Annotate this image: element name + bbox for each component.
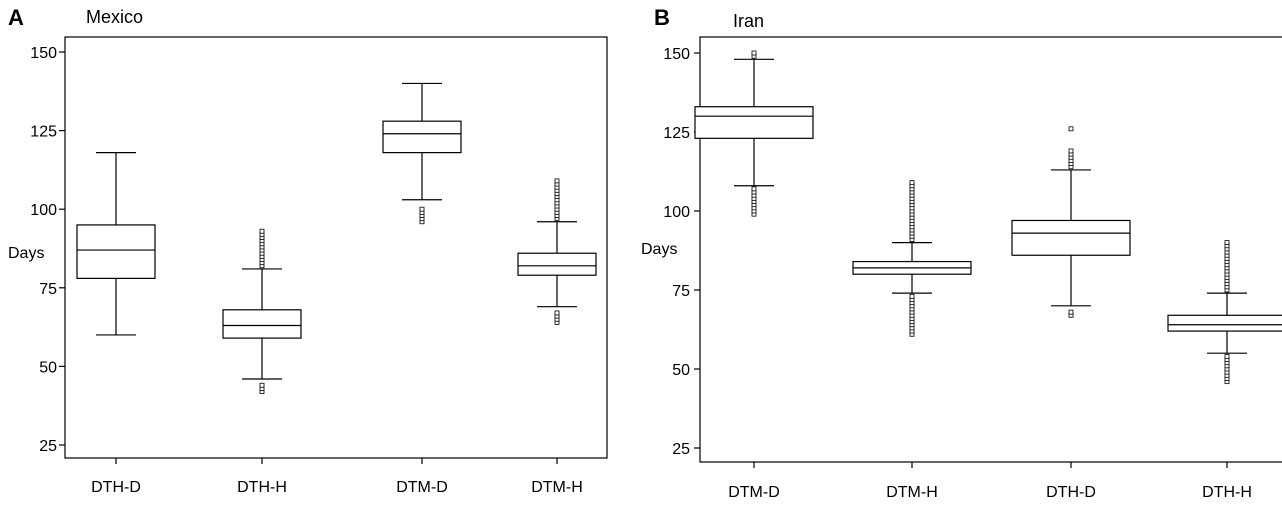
outlier-point	[751, 50, 757, 56]
outlier-point	[1224, 240, 1230, 246]
panel-b-y-tick-label: 150	[663, 46, 690, 63]
iqr-box	[222, 309, 302, 339]
panel-a-x-tick-label: DTH-D	[91, 479, 141, 496]
panel-a-y-tick-label: 75	[39, 281, 57, 298]
panel-a-box-dth-d: DTH-D	[76, 152, 156, 496]
outlier-point	[1068, 126, 1074, 132]
outlier-point	[259, 228, 265, 234]
panel-a-y-tick-label: 150	[30, 45, 57, 62]
panel-a-marks: 25 50 75 100 125 150 DTH-D DTH-H DTM-D DTM-H	[30, 45, 597, 496]
iqr-box	[517, 252, 597, 276]
outlier-point	[1068, 309, 1074, 315]
outlier-point	[554, 178, 560, 184]
panel-b-y-axis-label: Days	[641, 241, 677, 258]
panel-b-x-tick-label: DTH-H	[1202, 484, 1252, 501]
panel-b-box-dtm-d: DTM-D	[694, 50, 814, 501]
panel-b-x-tick-label: DTM-D	[728, 484, 780, 501]
panel-b-y-tick-label: 75	[672, 283, 690, 300]
panel-b-plot-frame	[699, 36, 1282, 463]
outlier-point	[259, 382, 265, 388]
panel-a-box-dtm-h: DTM-H	[517, 178, 597, 496]
outlier-point	[1224, 353, 1230, 359]
panel-a-box-dtm-d: DTM-D	[382, 82, 462, 496]
panel-b-box-dtm-h: DTM-H	[852, 180, 972, 501]
panel-a-y-tick-label: 100	[30, 202, 57, 219]
iqr-box	[1167, 314, 1282, 332]
panel-b-title: Iran	[733, 11, 764, 31]
panel-b-box-dth-d: DTH-D	[1011, 126, 1131, 501]
panel-b-y-tick-label: 100	[663, 204, 690, 221]
outlier-point	[554, 310, 560, 316]
panel-a: A Mexico Days 25 50 75 100 125 150 DTH-D DTH-H D…	[8, 5, 608, 496]
iqr-box	[1011, 219, 1131, 256]
outlier-point	[909, 180, 915, 185]
iqr-box	[694, 106, 814, 139]
panel-a-y-tick-label: 125	[30, 124, 57, 141]
panel-a-title: Mexico	[86, 7, 143, 27]
outlier-point	[419, 206, 425, 212]
panel-b: B Iran Days 25 50 75 100 125 150 DTM-D DTM-H DTH…	[641, 5, 1282, 501]
outlier-point	[751, 186, 757, 192]
iqr-box	[76, 224, 156, 279]
outlier-point	[909, 293, 915, 299]
panel-a-x-tick-label: DTM-H	[531, 479, 583, 496]
panel-b-box-dth-h: DTH-H	[1167, 240, 1282, 501]
panel-a-y-tick-label: 50	[39, 359, 57, 376]
panel-a-plot-frame	[64, 36, 608, 459]
panel-b-letter: B	[654, 5, 670, 30]
panel-b-y-tick-label: 25	[672, 441, 690, 458]
panel-b-marks: 25 50 75 100 125 150 DTM-D DTM-H DTH-D DTH-H	[663, 46, 1282, 501]
panel-b-x-tick-label: DTH-D	[1046, 484, 1096, 501]
panel-a-x-tick-label: DTH-H	[237, 479, 287, 496]
panel-a-letter: A	[8, 5, 24, 30]
panel-b-y-tick-label: 50	[672, 362, 690, 379]
panel-b-y-tick-label: 125	[663, 125, 690, 142]
panel-a-y-axis-label: Days	[8, 245, 44, 262]
iqr-box	[382, 120, 462, 154]
panel-a-box-dth-h: DTH-H	[222, 228, 302, 496]
panel-b-x-tick-label: DTM-H	[886, 484, 938, 501]
panel-a-x-tick-label: DTM-D	[396, 479, 448, 496]
panel-a-y-tick-label: 25	[39, 438, 57, 455]
outlier-point	[1068, 148, 1074, 154]
